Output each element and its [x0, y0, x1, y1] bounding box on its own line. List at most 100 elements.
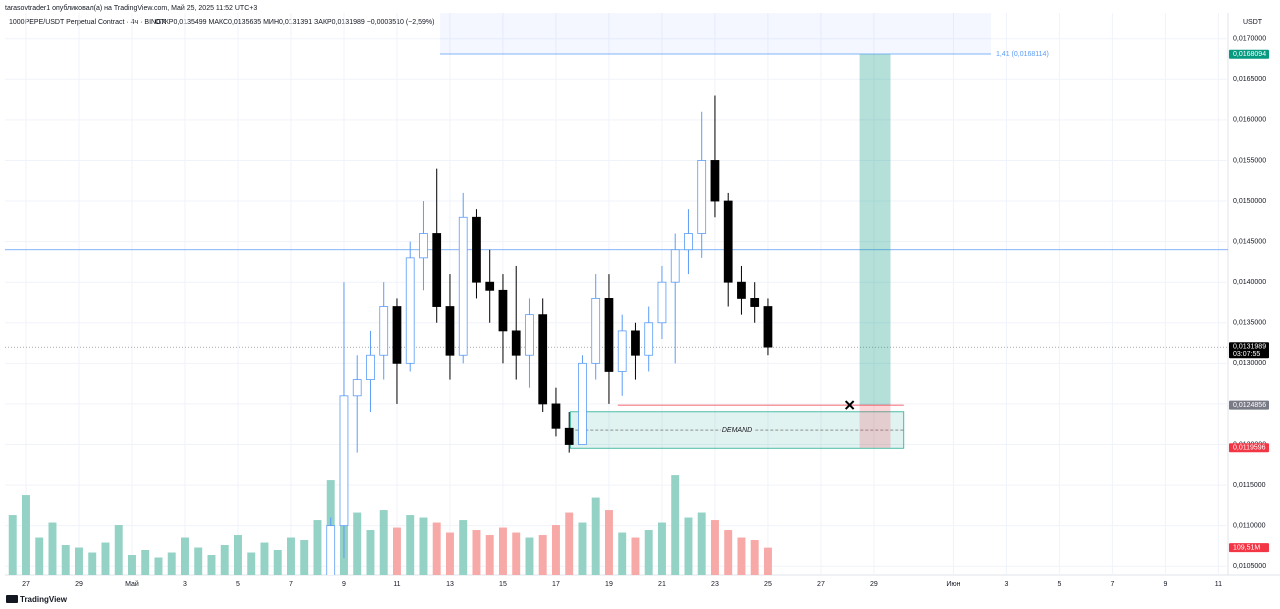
volume-bar: [75, 547, 83, 575]
volume-bar: [207, 555, 216, 575]
stop-price-label-box: [1229, 443, 1269, 453]
logo: [6, 595, 18, 603]
candle-body: [644, 322, 654, 356]
candle-body: [458, 216, 468, 356]
volume-bar: [300, 540, 309, 575]
footer: TradingView: [20, 595, 68, 604]
volume-bar: [392, 527, 401, 575]
x-tick-label: 11: [1215, 581, 1222, 588]
volume-bar: [180, 537, 189, 575]
candle-body: [352, 379, 362, 397]
volume-bar: [101, 542, 110, 575]
target-price-label: 0,0168094: [1233, 51, 1266, 58]
volume-bar: [273, 550, 282, 575]
candle-body: [631, 330, 640, 356]
candle-body: [670, 249, 680, 283]
last-price-label-countdown: 03:07:55: [1233, 351, 1260, 358]
cross-marker: [844, 400, 855, 410]
y-tick-label: 0,0145000: [1233, 238, 1266, 245]
volume-bar: [233, 535, 242, 575]
volume-bar: [618, 532, 627, 575]
candle-body: [366, 354, 375, 380]
volume-bar: [512, 532, 521, 575]
candle-body: [578, 362, 587, 445]
entry-price-label-box: [1229, 400, 1269, 410]
volume-bar: [220, 545, 229, 575]
candle-body: [405, 257, 415, 364]
candle-body: [392, 306, 402, 364]
candle-body: [485, 281, 495, 291]
x-tick-label: Июн: [946, 581, 960, 588]
candle-body: [750, 298, 760, 307]
volume-bar: [485, 535, 494, 575]
candle-body: [591, 298, 601, 364]
volume-bar: [724, 530, 733, 575]
chart-title: 1000PEPE/USDT Perpetual Contract · 4ч · …: [9, 19, 167, 26]
position-loss: [859, 405, 891, 448]
volume-bar: [684, 517, 693, 575]
volume-bar: [114, 525, 123, 575]
target-zone: [440, 13, 991, 55]
x-tick-label: 19: [605, 581, 613, 588]
y-tick-label: 0,0170000: [1233, 36, 1266, 43]
currency: USDT: [1243, 19, 1263, 26]
x-tick-label: 13: [446, 581, 454, 588]
volume-bar: [763, 547, 772, 575]
candle-body: [551, 403, 561, 429]
candle-body: [723, 200, 733, 283]
y-tick-label: 0,0135000: [1233, 320, 1266, 327]
candle-body: [564, 427, 574, 445]
x-tick-label: 29: [870, 581, 878, 588]
volume-bar: [445, 532, 454, 575]
volume-bar: [141, 550, 150, 575]
candle-body: [697, 160, 707, 234]
volume-bar: [604, 510, 613, 575]
volume-bar: [35, 537, 44, 575]
volume-bar: [498, 527, 507, 575]
volume-bar: [591, 497, 600, 575]
x-tick-label: 27: [22, 581, 30, 588]
volume-bar: [353, 512, 362, 575]
target-label: 1,41 (0,0168114): [996, 51, 1049, 58]
x-tick-label: 29: [75, 581, 83, 588]
x-tick-label: 9: [1163, 581, 1167, 588]
x-tick-label: 7: [1110, 581, 1114, 588]
target-price-label-box: [1229, 49, 1269, 59]
volume-bar: [313, 520, 322, 575]
last-price-label: 0,0131989: [1233, 344, 1266, 351]
stop-price-label: 0,0119596: [1233, 445, 1266, 452]
y-tick-label: 0,0105000: [1233, 563, 1266, 570]
x-tick-label: 11: [393, 581, 400, 588]
y-tick-label: 0,0150000: [1233, 198, 1266, 205]
volume-bar: [22, 495, 30, 575]
volume-label: 109,51M: [1233, 544, 1260, 551]
last-price-label-box: [1229, 342, 1269, 359]
x-tick-label: Май: [125, 580, 139, 588]
volume-label-box: [1229, 543, 1269, 553]
y-tick-label: 0,0160000: [1233, 117, 1266, 124]
volume-bar: [565, 512, 574, 575]
volume-bar: [194, 547, 203, 575]
volume-bar: [671, 475, 680, 575]
candle-body: [737, 281, 746, 299]
x-tick-label: 15: [499, 581, 507, 588]
candle-body: [710, 160, 720, 202]
candle-body: [525, 314, 534, 356]
volume-bar: [61, 545, 70, 575]
x-tick-label: 9: [342, 581, 346, 588]
volume-bar: [260, 542, 269, 575]
x-tick-label: 3: [183, 581, 187, 588]
plot-area: [5, 13, 1228, 575]
demand-label: DEMAND: [722, 427, 752, 434]
x-tick-label: 21: [658, 581, 666, 588]
volume-bar: [538, 535, 547, 575]
candle-body: [657, 281, 667, 324]
x-tick-label: 27: [817, 581, 825, 588]
volume-bar: [432, 522, 441, 575]
volume-bar: [8, 515, 17, 575]
volume-bar: [657, 522, 666, 575]
header: tarasovtrader1 опубликовал(а) на Trading…: [5, 4, 257, 12]
volume-bar: [366, 530, 375, 575]
